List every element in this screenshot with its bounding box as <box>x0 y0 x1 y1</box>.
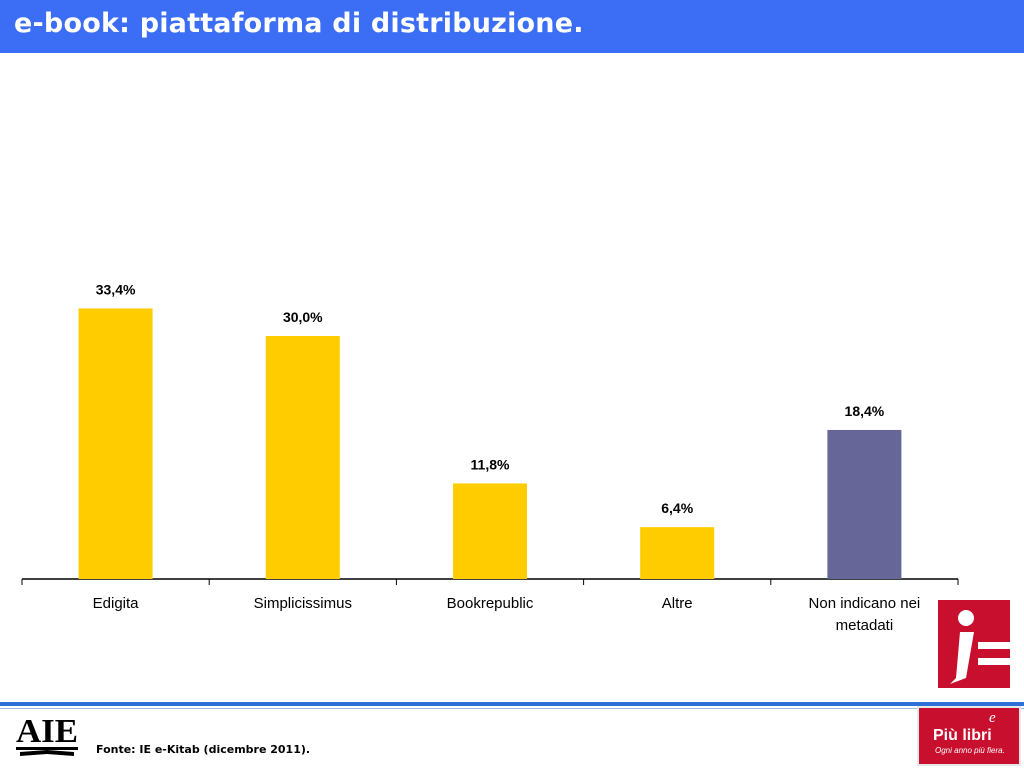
data-label: 18,4% <box>845 403 885 419</box>
bar <box>78 308 153 579</box>
source-note: Fonte: IE e-Kitab (dicembre 2011). <box>96 743 311 756</box>
bar <box>453 483 527 579</box>
aie-logo: AIE <box>16 713 78 756</box>
category-label: Bookrepublic <box>447 595 534 612</box>
footer-divider <box>0 702 1024 706</box>
bar-chart: 33,4% Edigita 30,0% Simplicissimus 11,8% Book… <box>21 281 959 634</box>
data-label: 33,4% <box>96 281 136 297</box>
bar <box>640 527 715 579</box>
bar <box>827 429 902 579</box>
info-i-logo <box>938 600 1010 688</box>
piu-libri-logo: e Più libri Ogni anno più fiera. <box>917 706 1021 766</box>
aie-logo-text: AIE <box>16 713 78 750</box>
category-label: Altre <box>662 595 693 612</box>
piu-libri-e-mark: e <box>989 710 996 726</box>
piu-libri-name: Più libri <box>933 727 992 744</box>
bar <box>265 336 340 579</box>
title-bar: e-book: piattaforma di distribuzione. <box>0 0 1024 53</box>
data-label: 30,0% <box>283 309 323 325</box>
data-label: 11,8% <box>471 456 510 472</box>
category-label: Non indicano nei <box>809 595 921 612</box>
page-title: e-book: piattaforma di distribuzione. <box>14 8 584 39</box>
piu-libri-tagline: Ogni anno più fiera. <box>935 746 1005 755</box>
category-label: metadati <box>836 617 894 634</box>
footer-divider-thin <box>0 708 1024 709</box>
category-label: Edigita <box>93 595 140 612</box>
data-label: 6,4% <box>661 500 693 516</box>
category-label: Simplicissimus <box>254 595 352 612</box>
